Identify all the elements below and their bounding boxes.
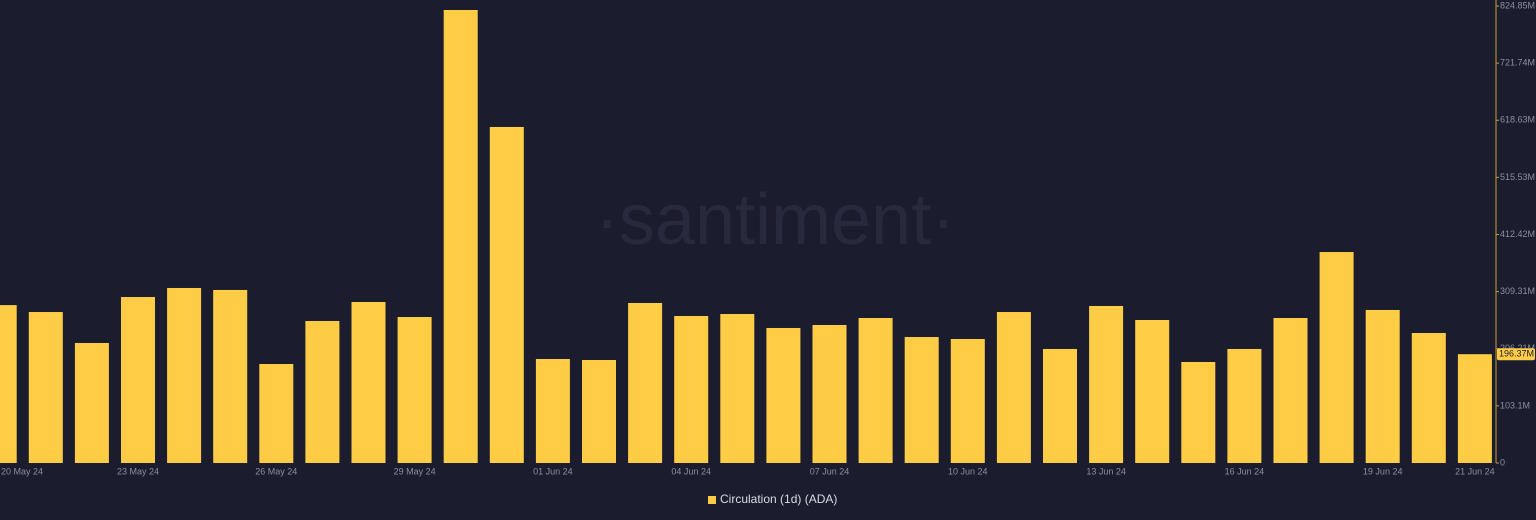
bar [305, 320, 340, 463]
bar [1089, 305, 1124, 463]
x-tick-label: 07 Jun 24 [810, 466, 850, 476]
y-tick-label: 824.85M [1500, 0, 1535, 10]
bar [535, 359, 570, 463]
bar [1181, 361, 1216, 463]
y-tick-label: 309.31M [1500, 286, 1535, 296]
bar [74, 342, 109, 463]
x-tick-label: 04 Jun 24 [671, 466, 711, 476]
bar [950, 339, 985, 463]
bar [858, 318, 893, 463]
bar [720, 314, 755, 463]
x-tick-label: 23 May 24 [117, 466, 159, 476]
y-tick-label: 0 [1500, 457, 1505, 467]
x-tick-label: 16 Jun 24 [1225, 466, 1265, 476]
x-tick-label: 26 May 24 [255, 466, 297, 476]
x-tick-label: 13 Jun 24 [1086, 466, 1126, 476]
y-tick-label: 412.42M [1500, 229, 1535, 239]
y-tick-label: 618.63M [1500, 115, 1535, 125]
bar [28, 312, 63, 463]
value-label-box [1497, 348, 1535, 361]
watermark: ·santiment· [595, 180, 955, 260]
legend-swatch [708, 496, 716, 504]
y-tick-label: 515.53M [1500, 172, 1535, 182]
bar [674, 316, 709, 463]
y-tick-label: 103.1M [1500, 400, 1530, 410]
bar [443, 10, 478, 464]
bar [1365, 309, 1400, 463]
bar [1457, 354, 1492, 463]
bar [351, 301, 386, 463]
bar [1227, 348, 1262, 463]
bar [259, 363, 294, 463]
bar [1043, 348, 1077, 463]
x-tick-label: 01 Jun 24 [533, 466, 573, 476]
bar [397, 317, 432, 463]
bar [1319, 252, 1354, 463]
bar [766, 327, 801, 463]
bar [996, 312, 1031, 463]
bar [213, 289, 248, 463]
bar [121, 297, 155, 463]
bar [0, 305, 17, 463]
bar [812, 324, 847, 463]
bar [582, 360, 616, 463]
x-tick-label: 19 Jun 24 [1363, 466, 1403, 476]
bar [1135, 320, 1170, 463]
bar [904, 337, 939, 463]
x-tick-label: 29 May 24 [394, 466, 436, 476]
x-tick-label: 10 Jun 24 [948, 466, 988, 476]
x-tick-label: 21 Jun 24 [1455, 466, 1495, 476]
bar [167, 287, 202, 463]
bar [1411, 333, 1446, 463]
bar [489, 126, 524, 463]
legend-label: Circulation (1d) (ADA) [720, 492, 837, 506]
bar [1273, 318, 1308, 463]
x-tick-label: 20 May 24 [1, 466, 43, 476]
y-tick-label: 721.74M [1500, 58, 1535, 68]
bar [628, 302, 663, 463]
value-label: 196.37M [1499, 349, 1534, 359]
y-tick-label: 206.21M [1500, 343, 1535, 353]
